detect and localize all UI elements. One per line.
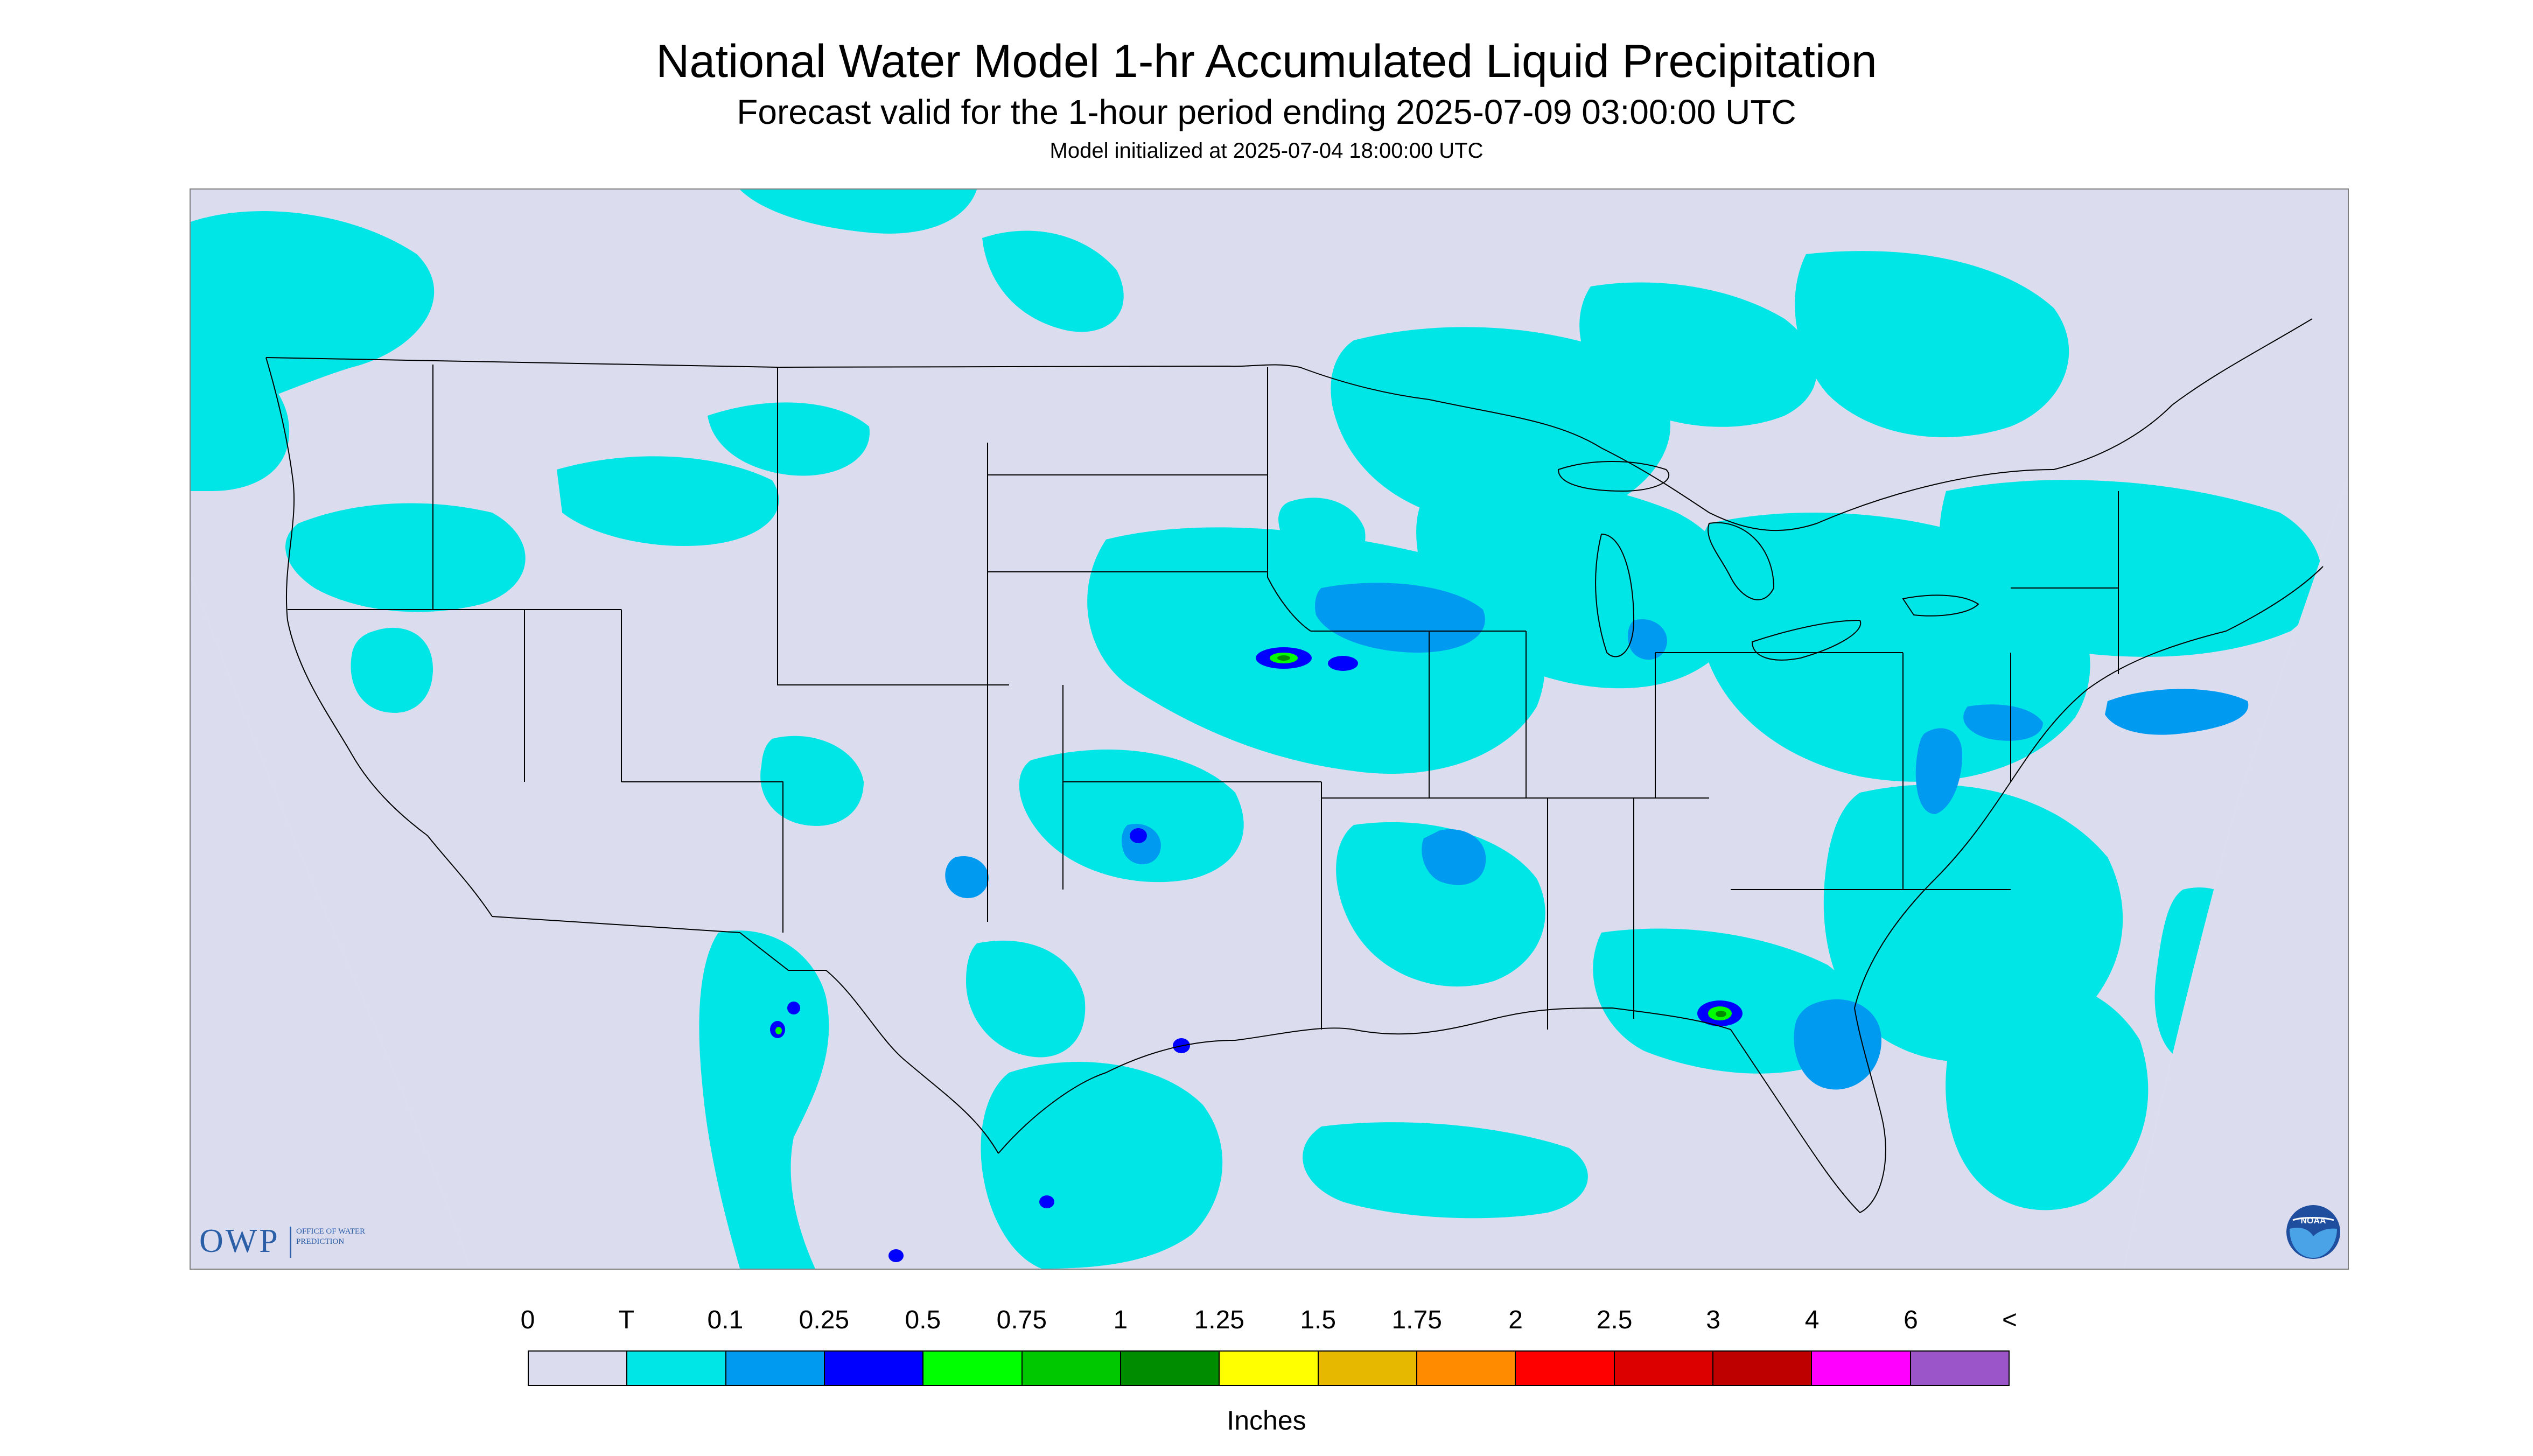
colorbar-tick-label: < (2002, 1306, 2018, 1334)
owp-logo-name: Office of Water Prediction (296, 1227, 366, 1246)
colorbar-swatch (1417, 1352, 1516, 1385)
colorbar-tick-label: 3 (1706, 1306, 1720, 1334)
owp-logo-abbrev: OWP (199, 1223, 280, 1259)
colorbar-tick-label: 1.25 (1194, 1306, 1244, 1334)
noaa-logo-text: NOAA (2300, 1216, 2326, 1226)
colorbar-swatch (1614, 1352, 1713, 1385)
colorbar-tick-label: 2 (1508, 1306, 1523, 1334)
colorbar-tick-label: 2.5 (1596, 1306, 1633, 1334)
map-subtitle: Forecast valid for the 1-hour period end… (737, 93, 1796, 131)
map-title: National Water Model 1-hr Accumulated Li… (656, 36, 1877, 87)
colorbar-tick-label: 1.75 (1391, 1306, 1442, 1334)
colorbar-swatch (1022, 1352, 1121, 1385)
colorbar-tick-label: 1 (1113, 1306, 1128, 1334)
colorbar-swatch (726, 1352, 825, 1385)
noaa-logo: NOAA (2286, 1205, 2340, 1259)
nodata-region-west (191, 575, 471, 1269)
great-lakes (1557, 461, 1979, 661)
colorbar-swatch (1812, 1352, 1911, 1385)
colorbar-swatch (824, 1352, 924, 1385)
colorbar-swatch (1516, 1352, 1615, 1385)
colorbar-swatch (923, 1352, 1023, 1385)
political-boundaries (265, 318, 2324, 1213)
model-init-time: Model initialized at 2025-07-04 18:00:00… (1049, 139, 1484, 163)
colorbar-swatch (1121, 1352, 1220, 1385)
colorbar-swatch (627, 1352, 726, 1385)
colorbar-swatch (1713, 1352, 1813, 1385)
colorbar-tick-label: 4 (1804, 1306, 1820, 1334)
colorbar-tick-label: 0.25 (799, 1306, 850, 1334)
colorbar-tick-label: 0.5 (905, 1306, 941, 1334)
nodata-region-east (2124, 480, 2348, 1269)
colorbar-tick-label: 6 (1904, 1306, 1918, 1334)
trace-precip-areas (191, 190, 2322, 1269)
colorbar-tick-label: 1.5 (1300, 1306, 1337, 1334)
colorbar-swatch (1911, 1352, 2009, 1385)
precipitation-map (190, 188, 2349, 1270)
colorbar-swatch (1220, 1352, 1319, 1385)
colorbar-tick-label: T (618, 1306, 635, 1334)
owp-logo-divider (290, 1227, 291, 1258)
heavy-precip-cores (775, 653, 1732, 1034)
light-precip-areas (945, 583, 2249, 1090)
colorbar-swatch (529, 1352, 628, 1385)
colorbar (528, 1350, 2010, 1386)
colorbar-swatch (1318, 1352, 1417, 1385)
colorbar-tick-label: 0.1 (707, 1306, 744, 1334)
colorbar-tick-label: 0 (520, 1306, 535, 1334)
colorbar-units: Inches (1227, 1405, 1306, 1436)
colorbar-tick-label: 0.75 (996, 1306, 1047, 1334)
map-canvas (191, 190, 2348, 1269)
